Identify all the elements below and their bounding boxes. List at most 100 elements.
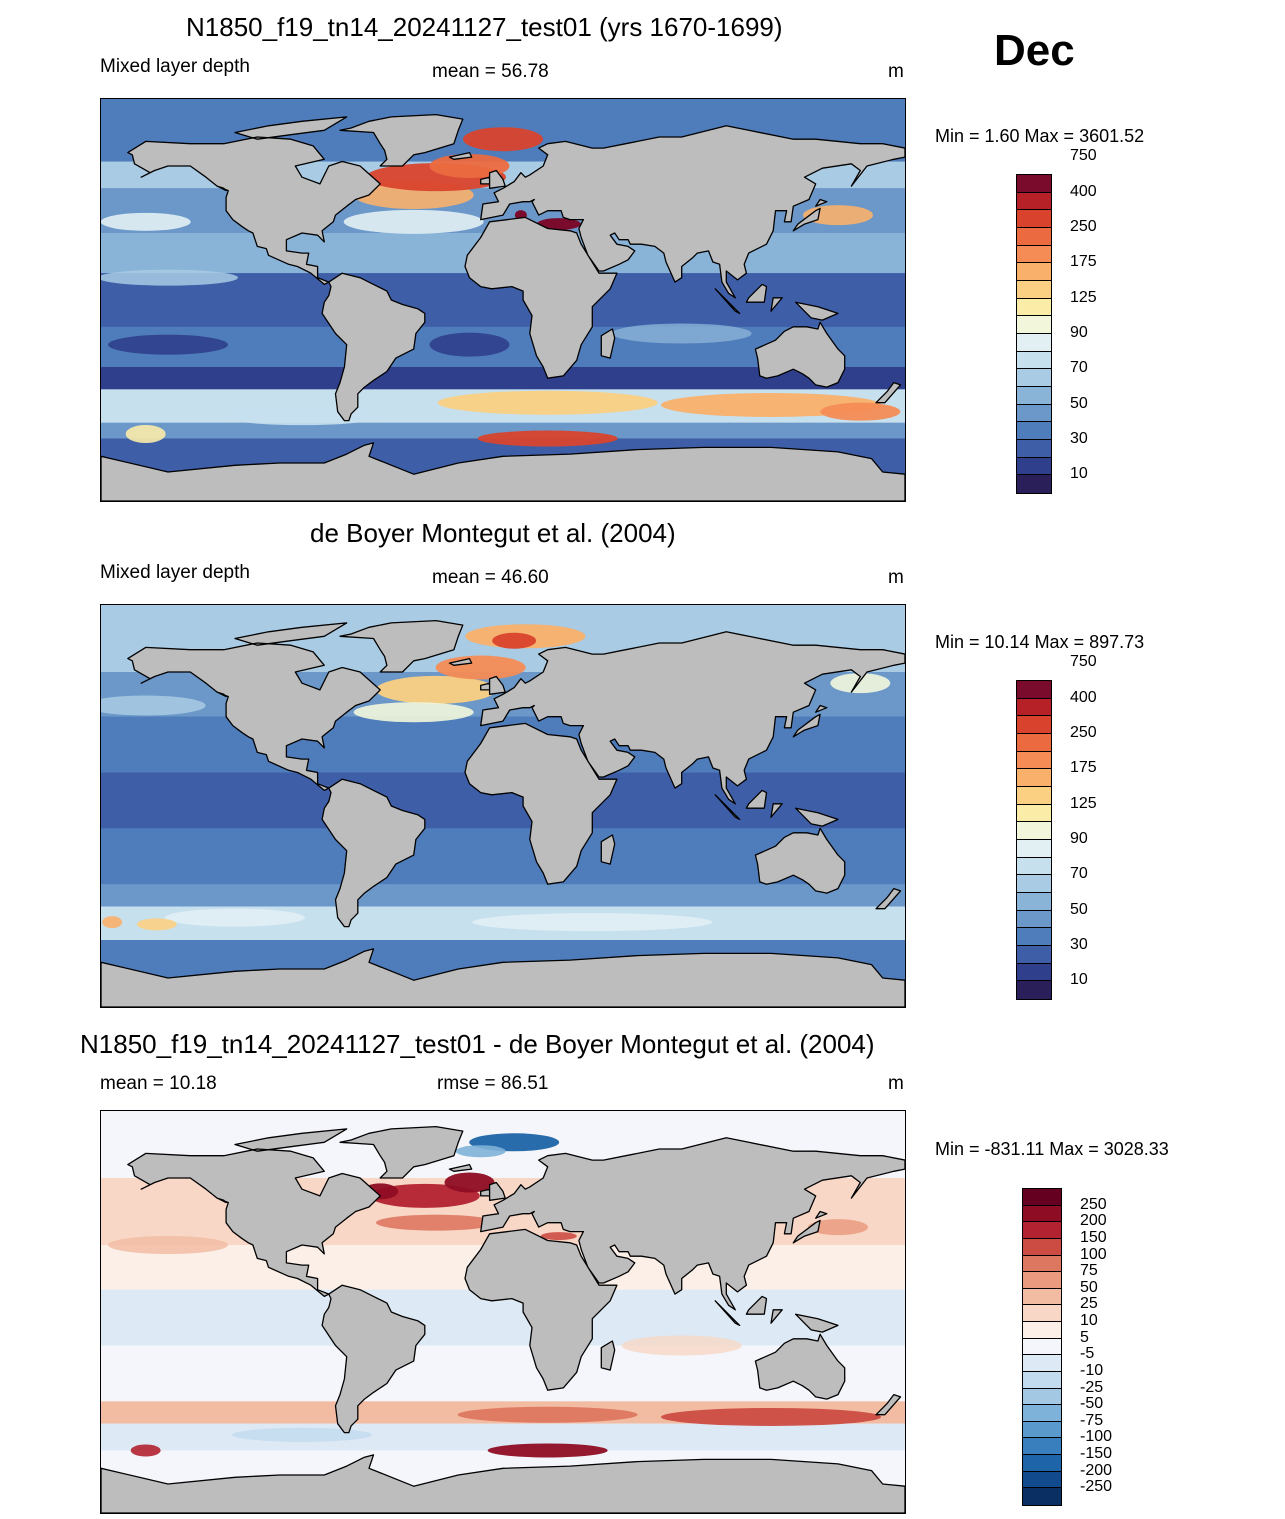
colorbar-box	[1017, 822, 1051, 840]
colorbar-box	[1023, 1238, 1061, 1256]
colorbar-box	[1023, 1388, 1061, 1406]
colorbar-box	[1023, 1205, 1061, 1223]
mld-region	[444, 1172, 495, 1193]
colorbar-tick-label: 750	[1070, 147, 1097, 165]
panel-2-colorbar	[1016, 680, 1052, 1000]
mld-region	[232, 1427, 372, 1442]
colorbar-tick-label: -75	[1080, 1411, 1104, 1429]
mld-region	[101, 212, 191, 231]
colorbar-box	[1017, 893, 1051, 911]
colorbar-box	[1017, 369, 1051, 387]
colorbar-box	[1023, 1288, 1061, 1306]
colorbar-box	[1017, 946, 1051, 964]
mld-region	[492, 632, 537, 649]
colorbar-tick-label: 175	[1070, 759, 1097, 777]
mld-region	[101, 695, 206, 716]
colorbar-box	[1023, 1272, 1061, 1289]
panel-3-title: N1850_f19_tn14_20241127_test01 - de Boye…	[80, 1029, 875, 1059]
colorbar-tick-label: -5	[1080, 1345, 1095, 1363]
mld-region	[820, 402, 901, 421]
colorbar-tick-label: 10	[1080, 1312, 1098, 1330]
colorbar-box	[1017, 387, 1051, 405]
panel-1-units: m	[888, 61, 904, 82]
colorbar-tick-label: -250	[1080, 1478, 1113, 1496]
panel-3-map	[100, 1110, 906, 1514]
colorbar-box	[1017, 734, 1051, 752]
mld-region	[808, 1219, 868, 1236]
colorbar-tick-label: 75	[1080, 1262, 1098, 1280]
mld-region	[108, 1236, 228, 1254]
colorbar-tick-label: 250	[1070, 724, 1097, 741]
panel-2-minmax: Min = 10.14 Max = 897.73	[935, 632, 1145, 652]
colorbar-tick-label: 70	[1070, 359, 1088, 377]
mld-region	[376, 675, 496, 704]
colorbar-box	[1017, 334, 1051, 352]
colorbar-box	[1017, 404, 1051, 423]
mld-region	[437, 390, 658, 415]
panel-2-variable-label: Mixed layer depth	[100, 562, 250, 583]
colorbar-tick-label: 30	[1070, 936, 1088, 953]
mld-region	[621, 1335, 742, 1356]
map-field-svg	[101, 1111, 905, 1513]
colorbar-box	[1023, 1371, 1061, 1389]
panel-1-colorbar	[1016, 174, 1052, 494]
panel-1-map	[100, 98, 906, 502]
colorbar-box	[1023, 1488, 1061, 1505]
land-mask	[101, 1125, 905, 1513]
mld-region	[472, 913, 713, 932]
panel-3-mean: mean = 10.18	[100, 1073, 217, 1094]
colorbar-tick-label: 10	[1070, 465, 1088, 483]
colorbar-box	[1017, 857, 1051, 876]
mld-region	[487, 1443, 608, 1458]
colorbar-box	[1017, 475, 1051, 493]
colorbar-tick-label: 250	[1070, 218, 1097, 235]
panel-3-rmse: rmse = 86.51	[437, 1073, 549, 1094]
colorbar-box	[1023, 1222, 1061, 1239]
colorbar-tick-label: 90	[1070, 324, 1088, 341]
mld-region	[477, 430, 618, 447]
colorbar-tick-label: 150	[1080, 1228, 1107, 1246]
colorbar-tick-label: -150	[1080, 1445, 1113, 1463]
panel-2-mean: mean = 46.60	[432, 567, 549, 588]
colorbar-tick-label: 50	[1070, 394, 1088, 412]
colorbar-box	[1017, 840, 1051, 858]
panel-3-minmax: Min = -831.11 Max = 3028.33	[935, 1139, 1169, 1159]
colorbar-tick-label: -25	[1080, 1378, 1104, 1396]
mld-region	[455, 1145, 506, 1158]
mld-region	[343, 209, 484, 234]
map-field-svg	[101, 99, 905, 501]
colorbar-box	[1017, 440, 1051, 458]
colorbar-box	[1017, 787, 1051, 805]
colorbar-tick-label: -200	[1080, 1461, 1113, 1479]
colorbar-box	[1017, 298, 1051, 317]
panel-1-minmax: Min = 1.60 Max = 3601.52	[935, 126, 1145, 146]
panel-2-title: de Boyer Montegut et al. (2004)	[310, 518, 676, 548]
colorbar-box	[1017, 875, 1051, 893]
colorbar-box	[1017, 457, 1051, 476]
mld-region	[457, 1406, 638, 1423]
land-mask	[101, 113, 905, 501]
colorbar-tick-label: 400	[1070, 182, 1097, 200]
colorbar-box	[1017, 210, 1051, 228]
colorbar-box	[1023, 1305, 1061, 1323]
colorbar-tick-label: 175	[1070, 253, 1097, 271]
colorbar-box	[1017, 981, 1051, 999]
mld-region	[429, 332, 510, 357]
mld-region	[435, 655, 526, 680]
mld-region	[353, 702, 474, 723]
land-mask	[101, 619, 905, 1007]
colorbar-box	[1023, 1455, 1061, 1472]
colorbar-box	[1023, 1189, 1061, 1206]
colorbar-tick-label: 125	[1070, 794, 1097, 812]
colorbar-box	[1023, 1338, 1061, 1356]
mld-region	[108, 334, 228, 355]
colorbar-box	[1017, 681, 1051, 699]
colorbar-box	[1017, 422, 1051, 440]
panel-1-mean: mean = 56.78	[432, 61, 549, 82]
colorbar-box	[1017, 698, 1051, 717]
colorbar-box	[1023, 1355, 1061, 1372]
mld-region	[136, 918, 177, 931]
colorbar-box	[1023, 1255, 1061, 1273]
colorbar-tick-label: 25	[1080, 1295, 1098, 1313]
month-label: Dec	[994, 26, 1075, 75]
